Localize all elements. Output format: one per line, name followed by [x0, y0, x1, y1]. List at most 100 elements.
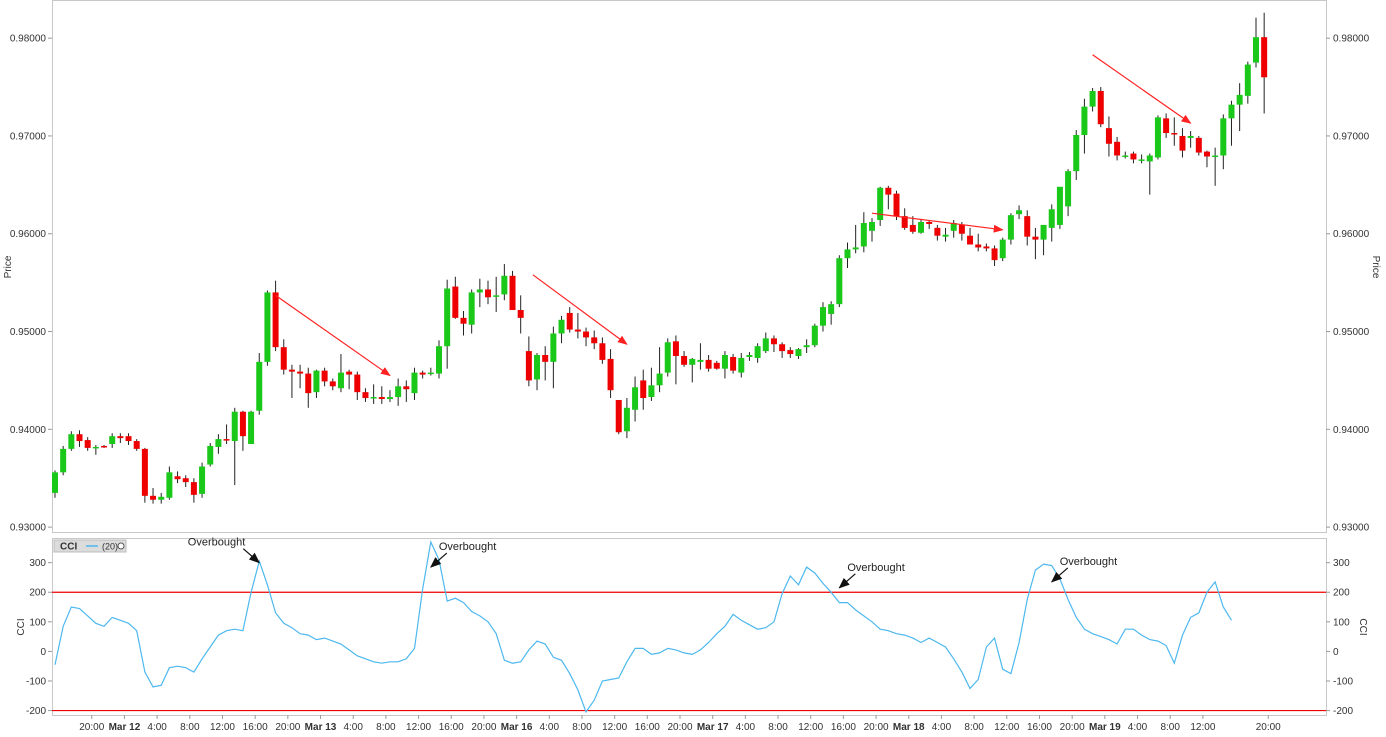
candle-body: [918, 222, 925, 233]
candle-body: [656, 373, 663, 386]
candle-body: [280, 347, 287, 370]
time-axis: 20:00 Mar 12 4:00 8:00 12:00 16:00 20:00 Mar 13…: [79, 715, 1281, 733]
candle-body: [60, 448, 67, 473]
cci-tick-label-right: 300: [1333, 558, 1350, 569]
cci-tick-label-left: 300: [29, 558, 46, 569]
candle-body: [926, 222, 933, 224]
price-axis-title-left: Price: [3, 255, 14, 278]
candle-body: [877, 187, 884, 221]
candle-body: [125, 436, 132, 442]
candle-body: [435, 346, 442, 374]
candle-body: [272, 292, 279, 348]
candle-body: [158, 496, 165, 500]
trend-arrow: [532, 274, 628, 345]
candle-body: [1163, 118, 1170, 134]
time-tick-label: Mar 18: [893, 722, 925, 733]
price-tick-label-left: 0.95000: [10, 327, 47, 338]
candle-body: [419, 372, 426, 375]
time-tick-label: 12:00: [406, 722, 431, 733]
candle-body: [975, 244, 982, 248]
candle-body: [795, 349, 802, 356]
candle-body: [1130, 153, 1137, 160]
candle-body: [378, 397, 385, 400]
candle-body: [288, 369, 295, 372]
candle-body: [1252, 37, 1259, 63]
time-tick-label: 4:00: [147, 722, 167, 733]
candle-body: [615, 399, 622, 433]
time-tick-label: Mar 17: [697, 722, 729, 733]
candle-body: [672, 341, 679, 356]
cci-y-ticks: 300 300 200 200 100 100 0 0 -100 -100 -200 -200: [26, 558, 1353, 717]
price-tick-label-left: 0.96000: [10, 229, 47, 240]
price-tick-label-left: 0.97000: [10, 131, 47, 142]
annotation-label: Overbought: [439, 541, 496, 553]
legend-settings-icon[interactable]: [117, 542, 125, 550]
price-axis-title-right: Price: [1370, 256, 1381, 279]
candle-body: [632, 387, 639, 410]
candle-body: [52, 472, 58, 493]
candle-body: [485, 289, 492, 298]
candle-body: [1105, 128, 1112, 144]
candle-body: [101, 445, 108, 448]
candle-body: [493, 295, 500, 297]
candle-body: [844, 249, 851, 259]
candle-body: [607, 358, 614, 391]
candle-body: [1114, 141, 1121, 156]
annotation-arrow: [430, 552, 448, 568]
time-tick-label: Mar 16: [501, 722, 533, 733]
candle-body: [852, 247, 859, 250]
candle-body: [746, 355, 753, 357]
price-panel: Price Price 0.93000 0.93000 0.94000 0.94000…: [3, 0, 1381, 534]
candle-body: [141, 448, 148, 496]
time-tick-label: 4:00: [932, 722, 952, 733]
candle-body: [1138, 159, 1145, 161]
candle-body: [1154, 117, 1161, 158]
candle-body: [239, 411, 246, 437]
candle-body: [640, 380, 647, 399]
candle-body: [1187, 135, 1194, 138]
cci-tick-label-left: -100: [26, 676, 46, 687]
candle-body: [1048, 209, 1055, 228]
candle-body: [223, 439, 230, 441]
price-tick-label-right: 0.98000: [1333, 34, 1370, 45]
candle-body: [1089, 90, 1096, 107]
candle-body: [1122, 155, 1129, 158]
trend-arrows: [275, 54, 1192, 377]
candle-body: [256, 361, 263, 411]
annotation-arrow: [242, 548, 261, 564]
candle-body: [730, 356, 737, 371]
candle-body: [1097, 90, 1104, 125]
cci-axis-title-right: CCI: [1357, 618, 1368, 635]
time-tick-label: 12:00: [994, 722, 1019, 733]
candle-body: [697, 359, 704, 362]
cci-reference-lines: [52, 591, 1326, 712]
cci-legend-param: (20): [102, 542, 118, 552]
annotation-label: Overbought: [847, 562, 904, 574]
candle-body: [787, 350, 794, 355]
price-y-ticks: 0.93000 0.93000 0.94000 0.94000 0.95000 0.950…: [10, 34, 1370, 534]
candle-body: [648, 385, 655, 398]
candle-body: [395, 386, 402, 398]
candle-body: [1261, 37, 1268, 78]
cci-tick-label-right: 100: [1333, 617, 1350, 628]
time-tick-label: 4:00: [343, 722, 363, 733]
candle-body: [337, 372, 344, 389]
candle-body: [517, 310, 524, 318]
candle-body: [1203, 151, 1210, 157]
candle-body: [1195, 137, 1202, 153]
cci-tick-label-right: 200: [1333, 588, 1350, 599]
candle-body: [999, 239, 1006, 259]
overbought-annotations: Overbought Overbought Overbought Overbought: [188, 537, 1117, 589]
candle-body: [346, 371, 353, 375]
cci-tick-label-left: 200: [29, 588, 46, 599]
candle-body: [558, 319, 565, 334]
candle-body: [1024, 216, 1031, 237]
candle-body: [623, 407, 630, 432]
candle-body: [811, 325, 818, 346]
candle-body: [1236, 94, 1243, 105]
candle-body: [190, 482, 197, 495]
cci-legend[interactable]: CCI (20): [53, 539, 127, 553]
time-tick-label: 20:00: [471, 722, 496, 733]
price-tick-label-right: 0.94000: [1333, 425, 1370, 436]
